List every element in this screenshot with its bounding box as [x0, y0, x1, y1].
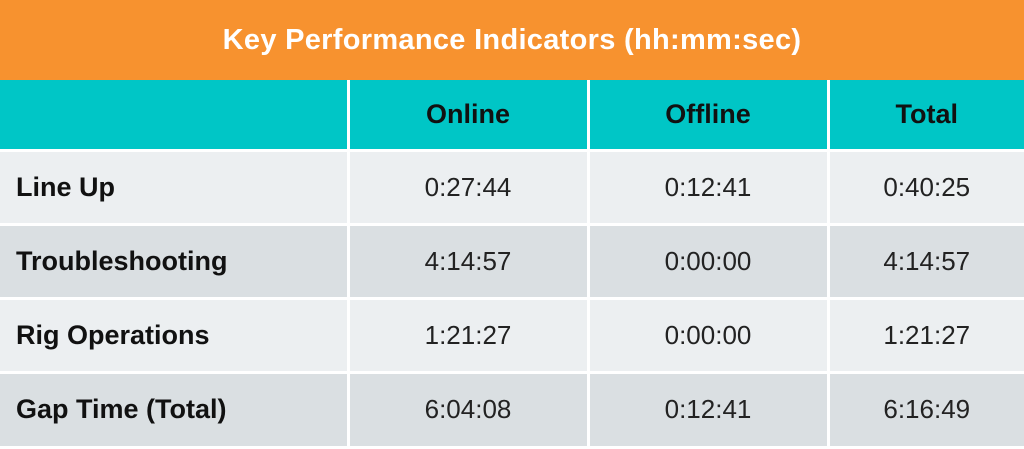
cell-total: 1:21:27 [828, 298, 1024, 374]
cell-online: 0:27:44 [348, 150, 590, 226]
cell-offline: 0:00:00 [588, 224, 830, 300]
cell-online: 1:21:27 [348, 298, 590, 374]
row-label: Rig Operations [0, 298, 350, 374]
table-title: Key Performance Indicators (hh:mm:sec) [222, 23, 802, 56]
kpi-table: Online Offline Total Line Up 0:27:44 0:1… [0, 80, 1024, 446]
cell-online: 6:04:08 [348, 372, 590, 446]
table-row: Troubleshooting 4:14:57 0:00:00 4:14:57 [0, 224, 1024, 300]
header-total: Total [828, 80, 1024, 152]
cell-online: 4:14:57 [348, 224, 590, 300]
table-title-bar: Key Performance Indicators (hh:mm:sec) [0, 0, 1024, 80]
header-row: Online Offline Total [0, 80, 1024, 152]
cell-total: 0:40:25 [828, 150, 1024, 226]
cell-offline: 0:12:41 [588, 372, 830, 446]
cell-total: 4:14:57 [828, 224, 1024, 300]
cell-offline: 0:00:00 [588, 298, 830, 374]
header-offline: Offline [588, 80, 830, 152]
row-label: Gap Time (Total) [0, 372, 350, 446]
table-row: Line Up 0:27:44 0:12:41 0:40:25 [0, 150, 1024, 226]
header-empty [0, 80, 350, 152]
table-row: Gap Time (Total) 6:04:08 0:12:41 6:16:49 [0, 372, 1024, 446]
cell-offline: 0:12:41 [588, 150, 830, 226]
row-label: Troubleshooting [0, 224, 350, 300]
cell-total: 6:16:49 [828, 372, 1024, 446]
table-row: Rig Operations 1:21:27 0:00:00 1:21:27 [0, 298, 1024, 374]
row-label: Line Up [0, 150, 350, 226]
header-online: Online [348, 80, 590, 152]
